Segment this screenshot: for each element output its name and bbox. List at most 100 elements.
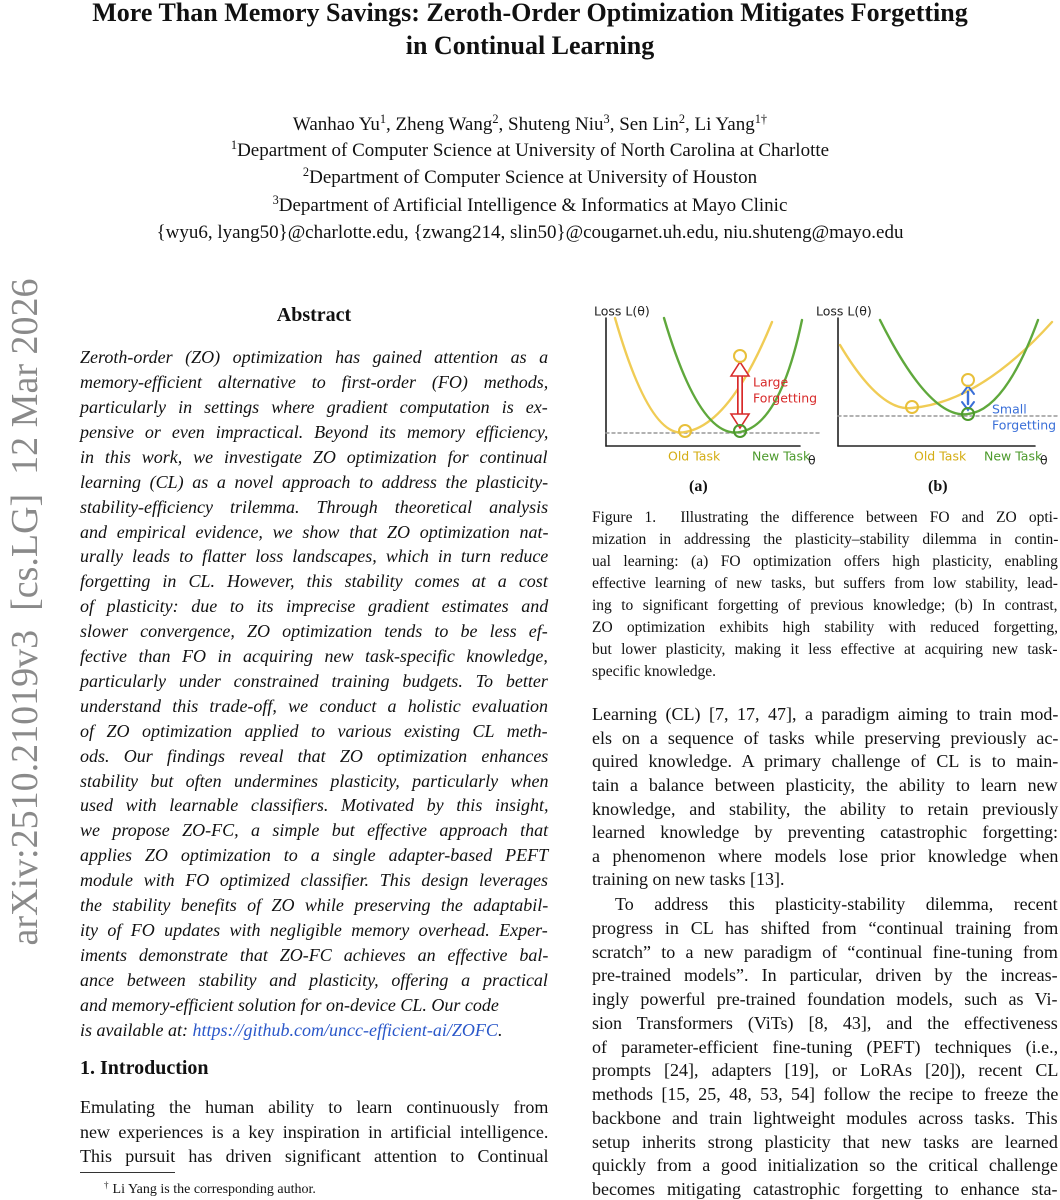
caption-line: effective learning of new tasks, but suf… bbox=[592, 574, 1058, 592]
annotation: Forgetting bbox=[753, 391, 817, 406]
abstract-line: module with FO optimized classifier. Thi… bbox=[80, 870, 548, 891]
task-label: Old Task bbox=[668, 449, 721, 464]
body-line: learned knowledge by preventing catastro… bbox=[592, 822, 1059, 843]
caption-line: Figure 1. Illustrating the difference be… bbox=[592, 508, 1059, 526]
author-separator: , bbox=[685, 113, 695, 135]
author-affiliation-mark: 1 bbox=[379, 111, 387, 126]
abstract-text: . bbox=[497, 1019, 503, 1040]
marker bbox=[733, 349, 747, 363]
y-axis-label: Loss L(θ) bbox=[594, 304, 650, 319]
abstract-line: we propose ZO-FC, a simple but effective… bbox=[80, 820, 549, 841]
abstract-line: Zeroth-order (ZO) optimization has gaine… bbox=[80, 347, 549, 368]
author-name: Shuteng Niu bbox=[508, 113, 604, 135]
body-line: quired knowledge. A primary challenge of… bbox=[592, 751, 1059, 772]
marker bbox=[678, 424, 692, 438]
body-line: pre-trained models”. In particular, driv… bbox=[592, 965, 1058, 986]
abstract-line: stability but often undermines plasticit… bbox=[80, 770, 549, 791]
emails: {wyu6, lyang50}@charlotte.edu, {zwang214… bbox=[156, 221, 904, 243]
authors: Wanhao Yu1, Zheng Wang2, Shuteng Niu3, S… bbox=[0, 111, 1060, 137]
body-line: methods [15, 25, 48, 53, 54] follow the … bbox=[592, 1084, 1059, 1105]
caption-line: specific knowledge. bbox=[592, 662, 716, 680]
abstract-line: pensive or even impractical. Beyond its … bbox=[80, 421, 549, 442]
panel-b-drawing bbox=[837, 317, 1059, 447]
task-label: New Task bbox=[752, 449, 811, 464]
abstract-heading: Abstract bbox=[276, 304, 352, 326]
caption-line: ing to significant forgetting of previou… bbox=[592, 596, 1058, 614]
caption-line: ual learning: (a) FO optimization offers… bbox=[592, 552, 1058, 570]
body-line: scratch” to a new paradigm of “continual… bbox=[592, 941, 1058, 962]
body-line: tain a balance between plasticity, the a… bbox=[592, 775, 1058, 795]
abstract-line: used with learnable classifiers. Motivat… bbox=[80, 795, 549, 816]
body-line: prompts [24], adapters [19], or LoRAs [2… bbox=[592, 1060, 1059, 1081]
affiliation: 1Department of Computer Science at Unive… bbox=[0, 137, 1060, 163]
abstract-line: applies ZO optimization to a single adap… bbox=[80, 845, 549, 866]
marker bbox=[961, 373, 975, 387]
task-label: Old Task bbox=[914, 449, 967, 464]
abstract-line: understand this trade-off, we conduct a … bbox=[80, 695, 548, 716]
author-separator: , bbox=[498, 113, 509, 135]
affiliation-text: Department of Computer Science at Univer… bbox=[309, 167, 758, 189]
title-line: More Than Memory Savings: Zeroth-Order O… bbox=[92, 0, 968, 28]
body-line: ingly powerful pre-trained foundation mo… bbox=[592, 989, 1058, 1010]
abstract-line: ance between stability and plasticity, o… bbox=[80, 969, 548, 990]
annotation: Small bbox=[992, 402, 1027, 417]
abstract-line: learning (CL) as a novel approach to add… bbox=[80, 471, 549, 492]
old-task-curve bbox=[838, 320, 1054, 410]
task-label: New Task bbox=[984, 449, 1043, 464]
subfigure-tag: (b) bbox=[928, 478, 948, 496]
author-affiliation-mark: 2 bbox=[492, 111, 499, 126]
body-line: becomes mitigating catastrophic forgetti… bbox=[592, 1179, 1058, 1200]
new-task-curve bbox=[662, 316, 804, 434]
body-line: new experiences is a key inspiration in … bbox=[80, 1121, 549, 1142]
body-line: setup inherits strong plasticity that ne… bbox=[592, 1131, 1058, 1152]
abstract-line: in this work, we investigate ZO optimiza… bbox=[80, 446, 548, 467]
abstract-line: memory-efficient alternative to first-or… bbox=[80, 372, 549, 393]
arrow-head bbox=[729, 360, 751, 430]
affiliation-mark: 1 bbox=[230, 137, 238, 152]
body-line: quickly from a good initialization so th… bbox=[592, 1155, 1058, 1176]
affiliation-text: Department of Computer Science at Univer… bbox=[237, 139, 830, 161]
author-name: Wanhao Yu bbox=[292, 113, 380, 135]
author-name: Li Yang bbox=[694, 113, 755, 135]
abstract-line: forgetting in CL. However, this stabilit… bbox=[80, 571, 548, 592]
abstract-line: particularly under constrained training … bbox=[80, 670, 548, 691]
annotation: Large bbox=[753, 375, 788, 390]
body-line: sion Transformers (ViTs) [8, 43], and th… bbox=[592, 1012, 1058, 1033]
marker bbox=[733, 424, 747, 438]
abstract-line: and empirical evidence, we show that ZO … bbox=[80, 521, 549, 542]
author-affiliation-mark: 2 bbox=[678, 111, 686, 126]
footnote-text: Li Yang is the corresponding author. bbox=[112, 1181, 316, 1197]
abstract-line: iments demonstrate that ZO-FC achieves a… bbox=[80, 944, 549, 965]
author-separator: , bbox=[386, 113, 396, 135]
code-link[interactable]: https://github.com/uncc-efficient-ai/ZOF… bbox=[192, 1019, 498, 1040]
section-heading: 1. Introduction bbox=[80, 1057, 209, 1079]
new-task-curve bbox=[878, 318, 1040, 416]
author-affiliation-mark: 1† bbox=[754, 111, 768, 126]
arxiv-stamp: arXiv:2510.21019v3 [cs.LG] 12 Mar 2026 bbox=[4, 278, 46, 946]
title-line: in Continual Learning bbox=[405, 31, 655, 61]
affiliation: 2Department of Computer Science at Unive… bbox=[0, 165, 1060, 190]
body-line: backbone and train lightweight modules a… bbox=[592, 1107, 1058, 1128]
footnote: † Li Yang is the corresponding author. bbox=[104, 1179, 316, 1199]
affiliation-mark: 2 bbox=[302, 165, 310, 180]
abstract-line: urally leads to flatter loss landscapes,… bbox=[80, 546, 549, 567]
author-affiliation-mark: 3 bbox=[603, 111, 610, 126]
body-line: of parameter-efficient fine-tuning (PEFT… bbox=[592, 1036, 1059, 1057]
panel-a-drawing bbox=[605, 316, 823, 447]
body-line: a phenomenon where models lose prior kno… bbox=[592, 845, 1059, 866]
abstract-line: slower convergence, ZO optimization tend… bbox=[80, 621, 548, 642]
y-axis-label: Loss L(θ) bbox=[816, 304, 872, 319]
abstract-line: stability-efficiency trilemma. Through t… bbox=[80, 496, 549, 517]
affiliation-mark: 3 bbox=[272, 192, 279, 207]
abstract-line: fective than FO in acquiring new task-sp… bbox=[80, 646, 548, 666]
body-line: Emulating the human ability to learn con… bbox=[80, 1097, 549, 1118]
body-line: This pursuit has driven significant atte… bbox=[80, 1146, 549, 1167]
x-axis-label: θ bbox=[808, 453, 816, 468]
body-line: els on a sequence of tasks while preserv… bbox=[592, 727, 1059, 748]
body-line: Learning (CL) [7, 17, 47], a paradigm ai… bbox=[592, 704, 1059, 725]
affiliation-text: Department of Artificial Intelligence & … bbox=[278, 194, 788, 216]
footnote-mark: † bbox=[104, 1179, 109, 1190]
body-line: training on new tasks [13]. bbox=[592, 869, 785, 890]
